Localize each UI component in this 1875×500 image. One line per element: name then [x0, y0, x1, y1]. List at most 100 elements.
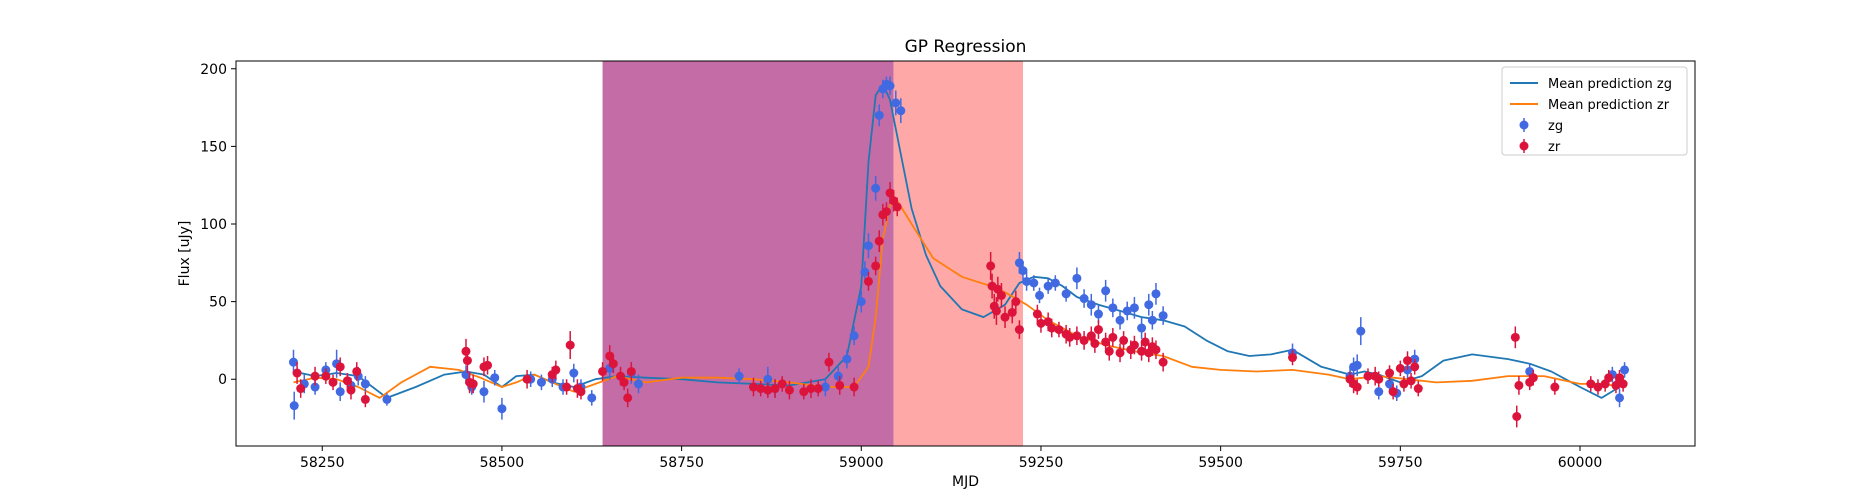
data-point-zr: [1036, 318, 1046, 328]
x-tick-label: 59250: [1019, 455, 1064, 471]
data-point-zr: [483, 360, 493, 370]
data-point-zr: [1374, 374, 1384, 384]
data-point-zr: [1047, 323, 1057, 333]
data-point-zr: [1593, 382, 1603, 392]
data-point-zg: [885, 81, 895, 91]
x-axis: 58250 58500 58750 59000 59250 59500 59750 60000: [300, 446, 1602, 471]
data-point-zr: [863, 276, 873, 286]
data-point-zr: [1611, 380, 1621, 390]
data-point-zg: [1122, 306, 1132, 316]
data-point-zr: [1137, 346, 1147, 356]
x-tick-label: 59750: [1378, 455, 1423, 471]
data-point-zg: [1029, 278, 1039, 288]
data-point-zr: [565, 340, 575, 350]
legend-point-swatch: [1519, 141, 1529, 151]
data-point-zr: [1618, 379, 1628, 389]
y-tick-label: 0: [218, 372, 227, 388]
legend-entry-label: zg: [1548, 119, 1563, 134]
data-point-zg: [536, 377, 546, 387]
data-point-zr: [310, 371, 320, 381]
legend-entry-label: Mean prediction zg: [1548, 77, 1672, 92]
data-point-zg: [1620, 365, 1630, 375]
x-tick-label: 60000: [1558, 455, 1603, 471]
data-point-zr: [598, 366, 608, 376]
data-point-zg: [896, 106, 906, 116]
data-point-zr: [626, 366, 636, 376]
data-point-zr: [1288, 353, 1298, 363]
data-point-zr: [352, 366, 362, 376]
data-point-zg: [1043, 281, 1053, 291]
data-point-zg: [1385, 379, 1395, 389]
legend: Mean prediction zg Mean prediction zr zg zr: [1501, 66, 1688, 156]
data-point-zg: [734, 371, 744, 381]
data-point-zr: [1151, 345, 1161, 355]
data-point-zr: [799, 387, 809, 397]
y-tick-label: 50: [209, 295, 227, 311]
data-point-zr: [551, 365, 561, 375]
data-point-zr: [1352, 382, 1362, 392]
data-point-zg: [1115, 315, 1125, 325]
data-point-zr: [770, 384, 780, 394]
data-point-zr: [991, 306, 1001, 316]
data-point-zr: [835, 380, 845, 390]
data-point-zr: [360, 394, 370, 404]
data-point-zr: [1395, 363, 1405, 373]
data-point-zg: [1615, 393, 1625, 403]
data-point-zg: [833, 371, 843, 381]
y-tick-label: 100: [200, 217, 227, 233]
data-point-zg: [1072, 273, 1082, 283]
data-point-zg: [1108, 303, 1118, 313]
data-point-zr: [748, 382, 758, 392]
data-point-zr: [1604, 373, 1614, 383]
data-point-zr: [777, 379, 787, 389]
data-point-zr: [1399, 379, 1409, 389]
legend-entry-label: Mean prediction zr: [1548, 98, 1670, 113]
data-point-zg: [382, 394, 392, 404]
data-point-zg: [1035, 290, 1045, 300]
data-point-zg: [1158, 311, 1168, 321]
data-point-zg: [842, 354, 852, 364]
data-point-zg: [1147, 315, 1157, 325]
data-point-zg: [1079, 294, 1089, 304]
data-point-zr: [608, 359, 618, 369]
data-point-zg: [1356, 326, 1366, 336]
data-point-zg: [461, 370, 471, 380]
data-point-zr: [623, 393, 633, 403]
data-point-zr: [1115, 348, 1125, 358]
data-point-zr: [1054, 325, 1064, 335]
data-point-zg: [360, 379, 370, 389]
data-point-zr: [756, 384, 766, 394]
data-point-zg: [874, 110, 884, 120]
data-point-zr: [468, 379, 478, 389]
data-point-zr: [881, 207, 891, 217]
data-point-zr: [292, 368, 302, 378]
y-axis-label: Flux [uJy]: [177, 221, 193, 287]
x-tick-label: 59000: [839, 455, 884, 471]
data-point-zr: [1514, 380, 1524, 390]
data-point-zr: [1512, 412, 1522, 422]
legend-box: [1501, 66, 1688, 156]
data-point-zr: [1032, 309, 1042, 319]
data-point-zr: [346, 385, 356, 395]
data-point-zg: [856, 297, 866, 307]
data-point-zr: [1550, 382, 1560, 392]
data-point-zr: [619, 377, 629, 387]
data-point-zg: [871, 183, 881, 193]
data-point-zr: [321, 371, 331, 381]
data-point-zg: [1101, 286, 1111, 296]
data-point-zr: [342, 376, 352, 386]
chart-title: GP Regression: [905, 37, 1027, 57]
data-point-zr: [1510, 332, 1520, 342]
x-tick-label: 58500: [480, 455, 525, 471]
data-point-zg: [820, 382, 830, 392]
data-point-zr: [813, 384, 823, 394]
data-point-zr: [996, 290, 1006, 300]
data-point-zg: [587, 393, 597, 403]
data-point-zr: [1090, 339, 1100, 349]
y-axis: 0 50 100 150 200: [200, 62, 236, 388]
data-point-zr: [1079, 335, 1089, 345]
x-tick-label: 59500: [1198, 455, 1243, 471]
data-point-zr: [1410, 362, 1420, 372]
data-point-zr: [1119, 335, 1129, 345]
